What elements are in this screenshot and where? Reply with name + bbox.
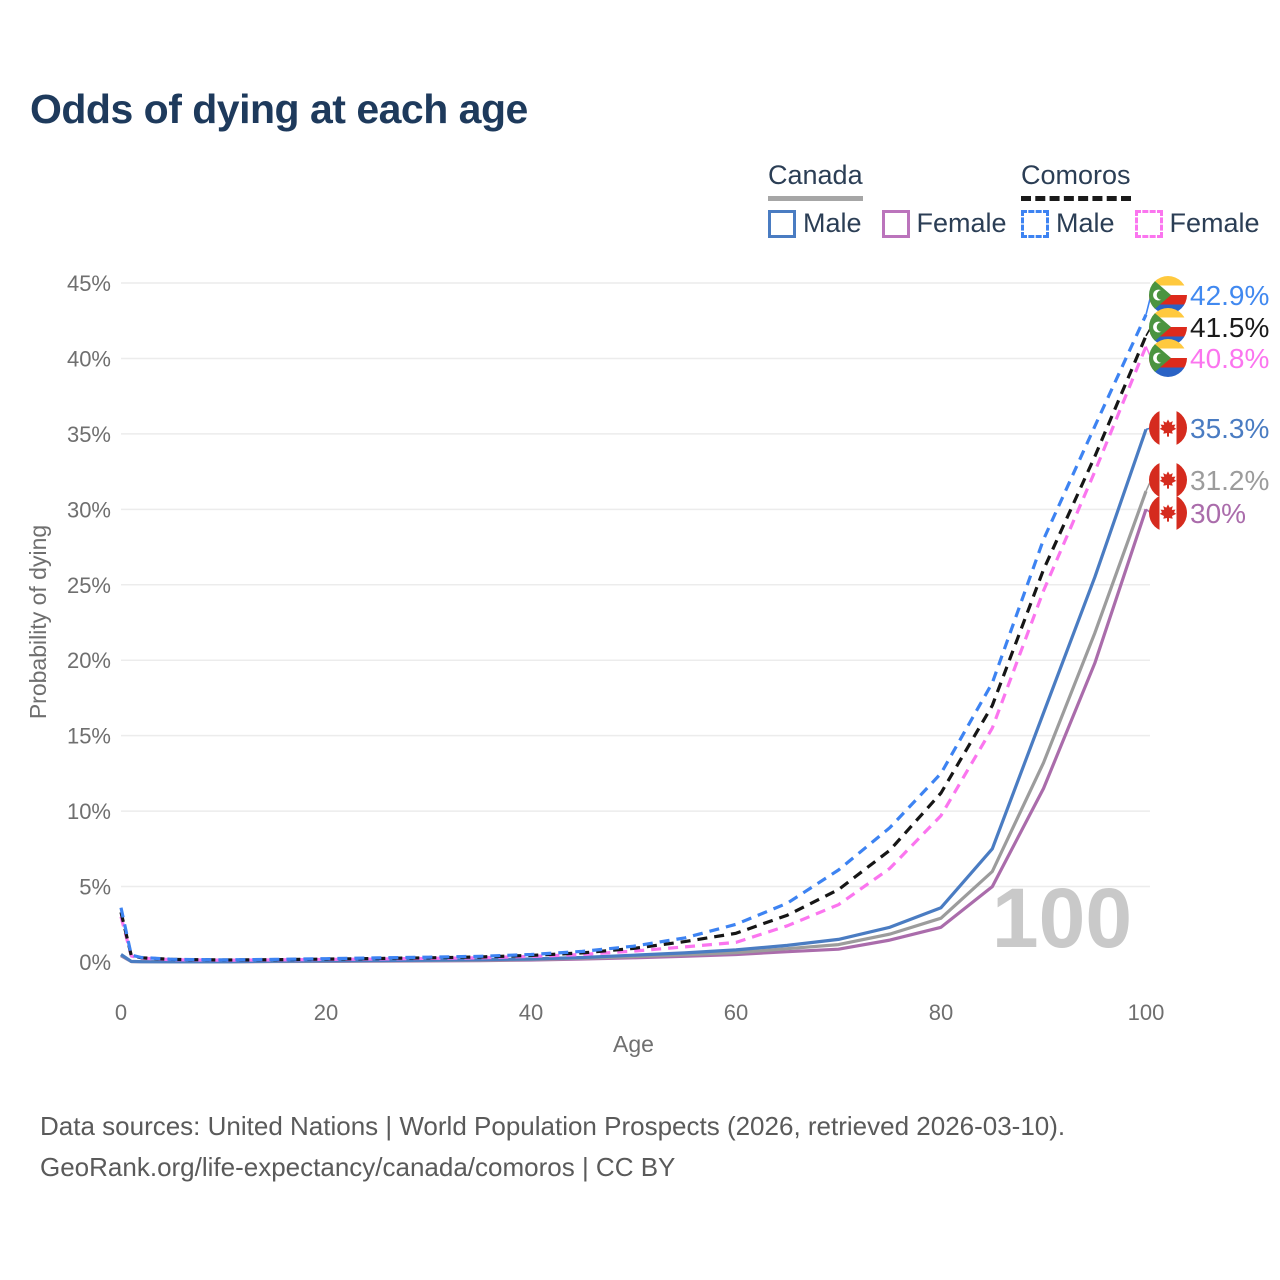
x-tick-label: 40 bbox=[519, 1000, 543, 1025]
legend-item-canada-female[interactable]: Female bbox=[881, 208, 1007, 239]
x-tick-label: 80 bbox=[929, 1000, 953, 1025]
age-watermark: 100 bbox=[992, 871, 1132, 965]
legend-label: Male bbox=[1056, 208, 1115, 238]
y-tick-label: 5% bbox=[79, 875, 111, 900]
x-tick-label: 0 bbox=[115, 1000, 127, 1025]
y-tick-label: 25% bbox=[67, 573, 111, 598]
end-labels: 42.9%41.5%40.8% 35.3% 31.2%30% bbox=[1145, 276, 1269, 532]
canada-flag-icon bbox=[1149, 494, 1187, 532]
y-tick-label: 40% bbox=[67, 346, 111, 371]
y-tick-label: 35% bbox=[67, 422, 111, 447]
legend-item-comoros-male[interactable]: Male bbox=[1021, 208, 1115, 239]
series-line-comoros-male bbox=[119, 314, 1148, 962]
end-value-label-canada-male: 35.3% bbox=[1190, 413, 1269, 444]
canada-male-swatch-icon bbox=[768, 209, 796, 238]
x-tick-label: 20 bbox=[314, 1000, 338, 1025]
legend-group-canada: Canada Male Female bbox=[768, 160, 1007, 239]
footer-attribution: GeoRank.org/life-expectancy/canada/comor… bbox=[40, 1152, 676, 1182]
end-value-label-comoros-male: 42.9% bbox=[1190, 280, 1269, 311]
legend-item-canada-male[interactable]: Male bbox=[768, 208, 862, 239]
end-value-label-canada-both: 31.2% bbox=[1190, 465, 1269, 496]
x-tick-label: 100 bbox=[1128, 1000, 1165, 1025]
chart-title: Odds of dying at each age bbox=[30, 86, 528, 132]
canada-flag-icon bbox=[1149, 461, 1187, 499]
gridlines bbox=[121, 282, 1150, 888]
x-tick-label: 60 bbox=[724, 1000, 748, 1025]
y-tick-label: 10% bbox=[67, 799, 111, 824]
series-line-canada-male bbox=[120, 428, 1148, 964]
canada-flag-icon bbox=[1149, 409, 1187, 447]
comoros-flag-icon bbox=[1149, 339, 1187, 377]
footer-credits: Data sources: United Nations | World Pop… bbox=[40, 1106, 1065, 1188]
legend-country-canada: Canada bbox=[768, 160, 863, 201]
end-value-label-comoros-both: 41.5% bbox=[1190, 312, 1269, 343]
y-tick-label: 20% bbox=[67, 648, 111, 673]
footer-data-sources: Data sources: United Nations | World Pop… bbox=[40, 1111, 1066, 1141]
series-line-comoros-both bbox=[119, 335, 1148, 962]
end-value-label-canada-female: 30% bbox=[1190, 498, 1246, 529]
legend-label: Female bbox=[1169, 208, 1260, 238]
legend-item-comoros-female[interactable]: Female bbox=[1134, 208, 1260, 239]
x-axis-title: Age bbox=[613, 1031, 654, 1057]
y-axis-title: Probability of dying bbox=[25, 525, 51, 719]
y-tick-label: 15% bbox=[67, 724, 111, 749]
y-tick-label: 30% bbox=[67, 497, 111, 522]
legend-label: Female bbox=[916, 208, 1007, 238]
legend-group-comoros: Comoros Male Female bbox=[1021, 160, 1260, 239]
legend-country-comoros: Comoros bbox=[1021, 160, 1131, 201]
y-tick-label: 45% bbox=[67, 271, 111, 296]
y-tick-label: 0% bbox=[79, 950, 111, 975]
series-line-comoros-female bbox=[119, 345, 1148, 962]
canada-female-swatch-icon bbox=[881, 209, 910, 238]
comoros-male-swatch-icon bbox=[1021, 209, 1049, 238]
axis-labels: 0% 5% 10% 15% 20% 25% 30% 35% 40% 45% 0 20 40 60 80 100… bbox=[25, 271, 1164, 1057]
comoros-female-swatch-icon bbox=[1134, 209, 1163, 238]
end-value-label-comoros-female: 40.8% bbox=[1190, 343, 1269, 374]
age-counter-watermark: 100 bbox=[992, 871, 1132, 965]
series-lines bbox=[119, 314, 1148, 964]
legend-label: Male bbox=[803, 208, 862, 238]
